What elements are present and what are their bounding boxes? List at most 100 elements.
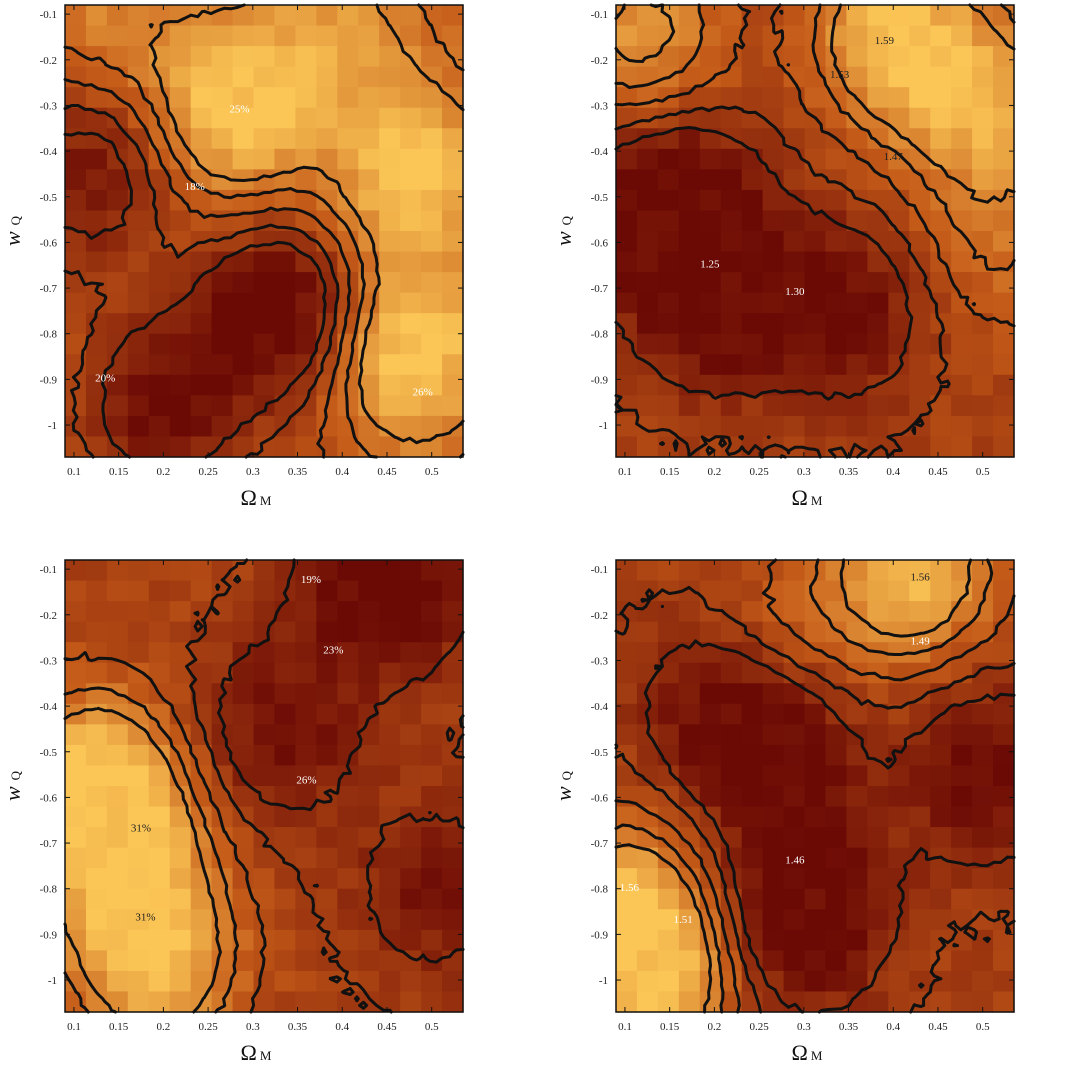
heatmap-cell [316, 66, 338, 88]
heatmap-cell [678, 169, 701, 191]
y-tick-label: -0.9 [40, 374, 58, 386]
x-tick-label: 0.5 [976, 466, 990, 478]
heatmap-cell [846, 621, 868, 643]
heatmap-cell [106, 169, 129, 191]
heatmap-cell [316, 909, 338, 931]
heatmap-cell [930, 724, 952, 746]
heatmap-cell [699, 210, 722, 232]
heatmap-cell [148, 847, 171, 869]
heatmap-cell [85, 950, 108, 972]
heatmap-cell [148, 374, 171, 396]
heatmap-cell [657, 950, 680, 972]
heatmap-cell [657, 46, 680, 68]
heatmap-cell [316, 847, 338, 869]
heatmap-cell [804, 868, 827, 890]
heatmap-cell [190, 354, 213, 376]
heatmap-cell [951, 601, 973, 623]
heatmap-cell [678, 5, 701, 27]
heatmap-cell [825, 354, 848, 376]
heatmap-cell [616, 662, 638, 684]
y-tick-label: -0.7 [40, 838, 58, 850]
heatmap-cell [211, 827, 234, 849]
heatmap-cell [65, 46, 87, 68]
heatmap-cell [636, 929, 659, 951]
heatmap-cell [85, 744, 108, 767]
heatmap-cell [804, 272, 827, 294]
heatmap-cell [972, 724, 994, 746]
heatmap-cell [358, 5, 380, 27]
heatmap-cell [65, 128, 87, 150]
heatmap-cell [400, 786, 422, 808]
heatmap-cell [930, 66, 952, 88]
heatmap-cell [804, 148, 827, 170]
heatmap-cell [190, 128, 213, 150]
contour-label: 1.30 [785, 286, 805, 298]
heatmap-cell [127, 765, 150, 787]
heatmap-cell [825, 786, 848, 808]
heatmap-cell [741, 251, 764, 273]
heatmap-cell [909, 5, 931, 27]
heatmap-cell [253, 128, 276, 150]
heatmap-cell [274, 744, 297, 767]
heatmap-cell [295, 107, 317, 129]
heatmap-cell [232, 46, 255, 68]
heatmap-cell [148, 169, 171, 191]
heatmap-cell [316, 744, 338, 767]
heatmap-cell [678, 66, 701, 88]
heatmap-cell [909, 25, 931, 47]
heatmap-cell [253, 642, 276, 664]
y-tick-label: -0.5 [40, 747, 58, 759]
heatmap-cell [442, 128, 464, 150]
heatmap-cell [274, 929, 297, 951]
heatmap-cell [741, 786, 764, 808]
heatmap-cell [993, 313, 1015, 335]
heatmap-cell [783, 806, 806, 828]
heatmap-cell [316, 333, 338, 355]
heatmap-cell [379, 251, 401, 273]
heatmap-cell [888, 786, 910, 808]
heatmap-cell [951, 231, 973, 253]
heatmap-cell [867, 313, 889, 335]
heatmap-cell [846, 847, 868, 869]
x-tick-label: 0.5 [976, 1021, 990, 1033]
heatmap-cell [421, 272, 443, 294]
heatmap-cell [421, 929, 443, 951]
heatmap-cell [678, 621, 701, 643]
heatmap-cell [421, 970, 443, 993]
x-tick-label: 0.4 [886, 466, 900, 478]
heatmap-cell [337, 827, 359, 849]
heatmap-cell [678, 292, 701, 314]
heatmap-cell [106, 231, 129, 253]
heatmap-cell [442, 868, 464, 890]
heatmap-cell [337, 210, 359, 232]
heatmap-cell [616, 724, 638, 746]
heatmap-cell [65, 991, 87, 1013]
heatmap-cell [379, 662, 401, 684]
heatmap-cell [888, 950, 910, 972]
contour-line [614, 126, 914, 401]
heatmap-cell [232, 662, 255, 684]
heatmap-cell [762, 621, 785, 643]
heatmap-cell [358, 46, 380, 68]
heatmap-cell [951, 970, 973, 993]
heatmap-cell [825, 189, 848, 212]
contour-lines [614, 558, 1016, 1014]
heatmap-cell [993, 580, 1015, 602]
heatmap-cell [85, 827, 108, 849]
heatmap-cell [127, 909, 150, 931]
heatmap-cell [951, 46, 973, 68]
heatmap-cell [442, 827, 464, 849]
heatmap-cell [972, 210, 994, 232]
heatmap-cell [720, 87, 743, 109]
heatmap-cell [127, 210, 150, 232]
heatmap-cell [825, 313, 848, 335]
heatmap-cell [616, 436, 638, 458]
contour-labels: 19% 23% 26% 31% 31% [131, 574, 343, 924]
heatmap-cell [379, 642, 401, 664]
heatmap-cell [783, 25, 806, 47]
heatmap-cell [85, 806, 108, 828]
heatmap-cells [616, 560, 1015, 1013]
heatmap-cell [442, 909, 464, 931]
y-tick-label: -0.9 [591, 374, 609, 386]
heatmap-cell [400, 189, 422, 212]
